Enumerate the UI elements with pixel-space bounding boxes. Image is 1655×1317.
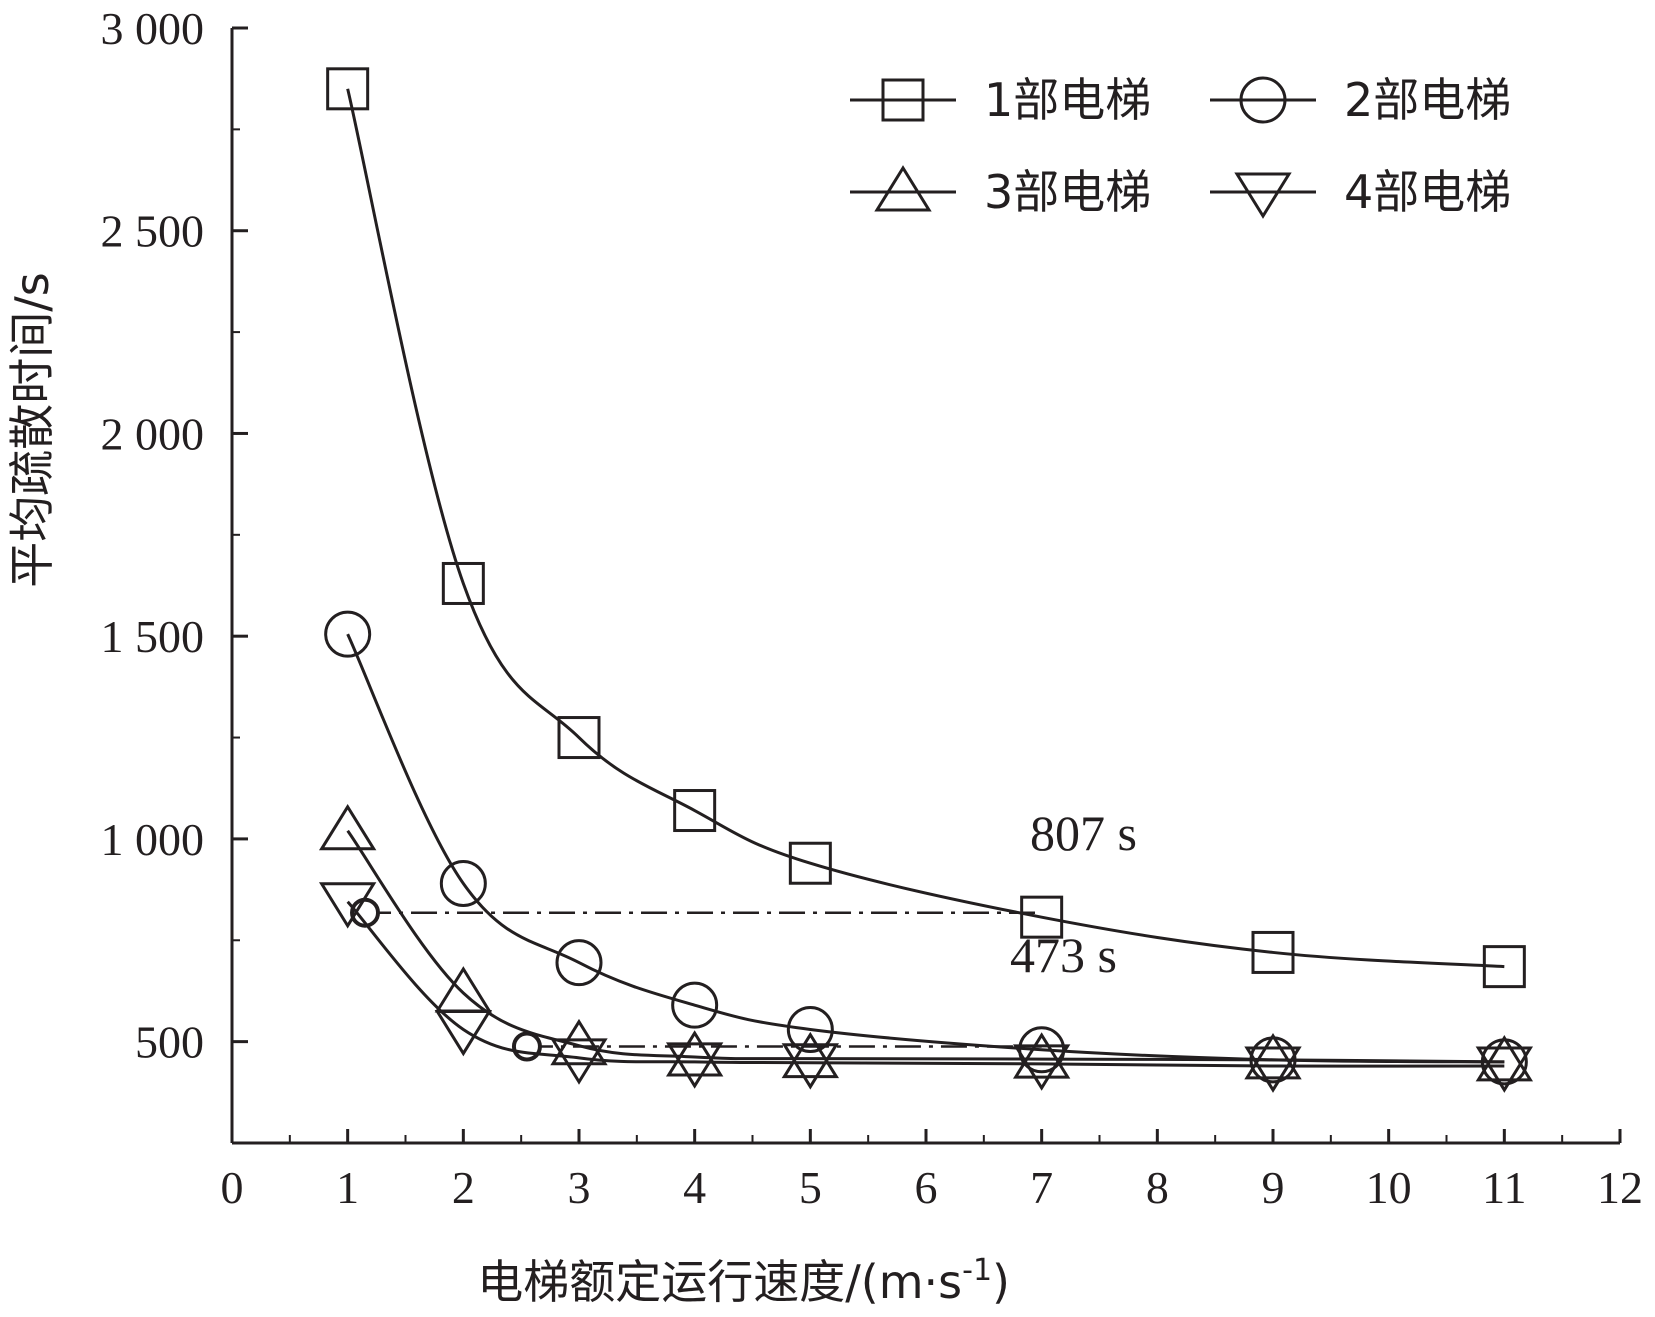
x-tick-label: 3 (568, 1162, 591, 1213)
data-point (781, 1031, 840, 1079)
legend-item: 2部电梯 (1210, 73, 1511, 127)
data-point (1244, 1046, 1302, 1093)
y-tick-label: 2 000 (101, 408, 205, 459)
data-point (788, 841, 832, 885)
x-axis-title: 电梯额定运行速度/(m·s-1) (477, 1253, 1010, 1309)
data-point (786, 1005, 834, 1053)
reference-marker (511, 1031, 542, 1062)
annotations: 807 s 473 s (1010, 805, 1137, 983)
series (326, 67, 1526, 989)
legend-marker (874, 165, 932, 212)
data-point (1475, 1035, 1534, 1082)
series-line (346, 900, 1505, 1068)
data-point (1482, 945, 1526, 989)
y-tick-label: 2 500 (101, 206, 205, 257)
legend-marker (881, 78, 925, 122)
x-tick-label: 11 (1482, 1162, 1526, 1213)
legend-marker (1239, 76, 1287, 124)
data-point (673, 789, 717, 833)
series-line (346, 829, 1505, 1064)
x-tick-label: 8 (1146, 1162, 1169, 1213)
data-point (434, 1009, 493, 1057)
y-axis-title: 平均疏散时间/s (5, 272, 59, 587)
series (324, 610, 1528, 1086)
data-point (1020, 895, 1064, 939)
y-tick-label: 1 500 (101, 611, 205, 662)
data-point (671, 981, 719, 1029)
data-point (555, 939, 603, 987)
data-point (1012, 1032, 1071, 1079)
series (318, 882, 1534, 1093)
data-point (441, 561, 485, 605)
legend-item: 4部电梯 (1210, 165, 1511, 219)
x-tick-label: 4 (683, 1162, 706, 1213)
legend-marker (1234, 172, 1292, 219)
data-point (1012, 1044, 1071, 1091)
legend-label: 1部电梯 (984, 73, 1151, 127)
data-point (550, 1018, 608, 1066)
data-point (550, 1038, 608, 1085)
data-point (557, 716, 601, 760)
x-tick-label: 2 (452, 1162, 475, 1213)
x-tick-label: 7 (1030, 1162, 1053, 1213)
x-axis-title-unit-sup: -1 (962, 1253, 992, 1288)
series-layer (318, 67, 1534, 1093)
legend-item: 3部电梯 (850, 165, 1151, 219)
series-line (346, 88, 1505, 969)
data-point (318, 803, 377, 851)
legend-label: 3部电梯 (984, 165, 1151, 219)
legend: 1部电梯 2部电梯 3部电梯 4部电梯 (850, 73, 1511, 219)
reference-label: 807 s (1030, 805, 1137, 861)
x-tick-label: 9 (1262, 1162, 1285, 1213)
x-tick-label: 5 (799, 1162, 822, 1213)
reference-label: 473 s (1010, 927, 1117, 983)
series-line (346, 633, 1505, 1064)
data-point (665, 1030, 724, 1077)
data-point (318, 882, 377, 929)
y-tick-label: 500 (135, 1017, 204, 1068)
data-point (1244, 1033, 1302, 1080)
x-tick-label: 6 (915, 1162, 938, 1213)
x-axis-title-close: ) (992, 1255, 1010, 1309)
data-point (665, 1042, 724, 1089)
x-axis-title-main: 电梯额定运行速度/(m·s (477, 1255, 962, 1309)
x-tick-label: 12 (1597, 1162, 1643, 1213)
x-tick-label: 1 (336, 1162, 359, 1213)
data-point (1475, 1046, 1534, 1093)
y-tick-label: 1 000 (101, 814, 205, 865)
legend-label: 4部电梯 (1344, 165, 1511, 219)
data-point (326, 67, 370, 111)
data-point (781, 1043, 840, 1090)
x-tick-label: 0 (221, 1162, 244, 1213)
legend-label: 2部电梯 (1344, 73, 1511, 127)
data-point (1251, 930, 1295, 974)
y-tick-label: 3 000 (101, 3, 205, 54)
legend-item: 1部电梯 (850, 73, 1151, 127)
series (318, 803, 1534, 1082)
x-tick-label: 10 (1366, 1162, 1412, 1213)
data-point (439, 860, 487, 908)
data-point (324, 610, 372, 658)
